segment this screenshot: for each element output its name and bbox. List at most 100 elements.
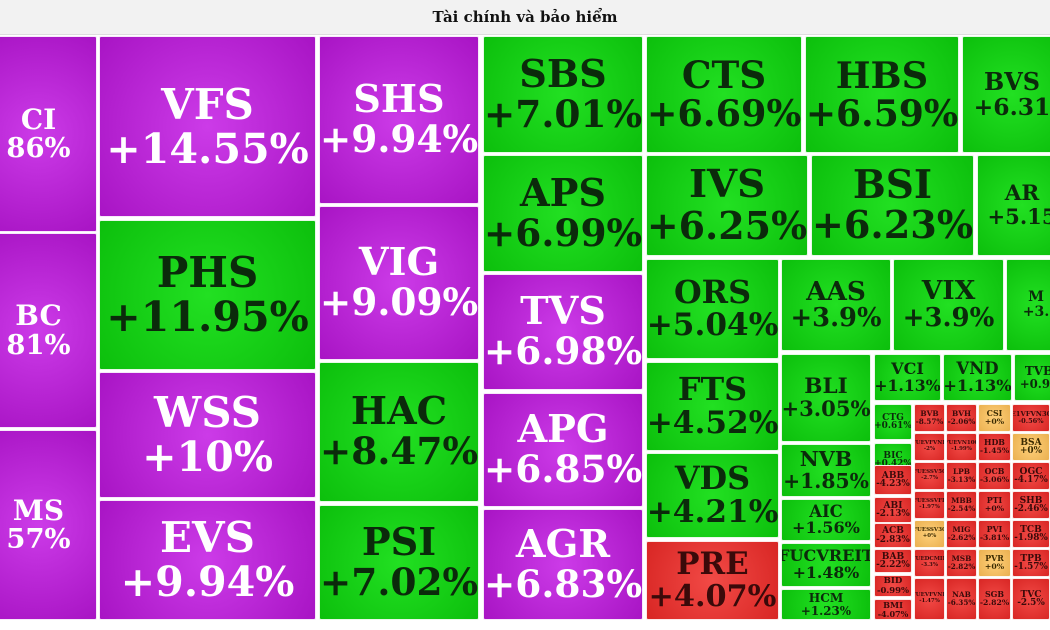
treemap-cell-bvb[interactable]: BVB -8.57% bbox=[914, 404, 945, 432]
treemap-cell-bvh[interactable]: BVH -2.06% bbox=[946, 404, 977, 432]
treemap-cell-abb[interactable]: ABB -4.23% bbox=[874, 465, 912, 495]
treemap-cell-tpb[interactable]: TPB -1.57% bbox=[1012, 549, 1050, 577]
treemap-cell-ocb[interactable]: OCB -3.06% bbox=[978, 462, 1011, 490]
treemap-cell-bvs[interactable]: BVS +6.31 bbox=[962, 36, 1050, 153]
treemap-cell-msb[interactable]: MSB -2.82% bbox=[946, 549, 977, 577]
treemap-cell-bmi[interactable]: BMI -4.07% bbox=[874, 599, 912, 620]
cell-change: -3.06% bbox=[979, 475, 1010, 485]
cell-ticker: BID bbox=[883, 576, 903, 587]
treemap-cell-fuessv50[interactable]: FUESSV50 -2.7% bbox=[914, 462, 945, 490]
cell-ticker: FUEVFVND bbox=[915, 440, 944, 447]
treemap-cell-apg[interactable]: APG +6.85% bbox=[483, 393, 643, 507]
treemap-cell-bsi[interactable]: BSI +6.23% bbox=[811, 155, 974, 256]
treemap-cell-ctg[interactable]: CTG +0.61% bbox=[874, 404, 912, 440]
treemap-cell-aps[interactable]: APS +6.99% bbox=[483, 155, 643, 272]
treemap-cell-nab[interactable]: NAB -6.35% bbox=[946, 578, 977, 620]
treemap-cell-hac[interactable]: HAC +8.47% bbox=[319, 362, 479, 502]
treemap-cell-ci[interactable]: CI 86% bbox=[0, 36, 97, 232]
cell-change: +6.23% bbox=[811, 202, 974, 248]
treemap-cell-phs[interactable]: PHS +11.95% bbox=[99, 220, 316, 370]
treemap-cell-ors[interactable]: ORS +5.04% bbox=[646, 259, 779, 359]
cell-change: -2.06% bbox=[947, 417, 976, 427]
treemap-cell-ivs[interactable]: IVS +6.25% bbox=[646, 155, 808, 256]
treemap-cell-pvr[interactable]: PVR +0% bbox=[978, 549, 1011, 577]
treemap-cell-fuevfvnd[interactable]: FUEVFVND-2% bbox=[914, 433, 945, 461]
treemap-cell-bli[interactable]: BLI +3.05% bbox=[781, 354, 871, 442]
treemap-cell-lpb[interactable]: LPB -3.13% bbox=[946, 462, 977, 490]
treemap-cell-pti[interactable]: PTI +0% bbox=[978, 491, 1011, 519]
treemap-cell-nvb[interactable]: NVB +1.85% bbox=[781, 444, 871, 497]
treemap-cell-csi[interactable]: CSI +0% bbox=[978, 404, 1011, 432]
treemap-cell-mig[interactable]: MIG -2.62% bbox=[946, 520, 977, 548]
treemap-cell-fuevfvnd[interactable]: FUEVFVND-1.47% bbox=[914, 578, 945, 620]
treemap-cell-sbs[interactable]: SBS +7.01% bbox=[483, 36, 643, 153]
treemap-cell-hcm[interactable]: HCM +1.23% bbox=[781, 589, 871, 620]
treemap-cell-wss[interactable]: WSS +10% bbox=[99, 372, 316, 498]
treemap-cell-vfs[interactable]: VFS +14.55% bbox=[99, 36, 316, 217]
treemap-cell-agr[interactable]: AGR +6.83% bbox=[483, 509, 643, 620]
cell-change: -2.7% bbox=[921, 475, 938, 482]
cell-ticker: FUEVFVND bbox=[915, 592, 944, 599]
cell-ticker: FTS bbox=[677, 371, 748, 409]
treemap-cell-vix[interactable]: VIX +3.9% bbox=[893, 259, 1004, 351]
cell-ticker: TVB bbox=[1024, 364, 1050, 379]
treemap-cell-tvb[interactable]: TVB+0.92 bbox=[1014, 354, 1050, 401]
cell-change: -2.46% bbox=[1014, 504, 1048, 515]
cell-ticker: NAB bbox=[952, 590, 971, 600]
cell-ticker: SHS bbox=[353, 77, 445, 123]
treemap-cell-acb[interactable]: ACB -2.83% bbox=[874, 523, 912, 548]
treemap-cell-sgb[interactable]: SGB -2.82% bbox=[978, 578, 1011, 620]
treemap-cell-bc[interactable]: BC 81% bbox=[0, 233, 97, 428]
treemap-cell-abi[interactable]: ABI -2.13% bbox=[874, 497, 912, 523]
cell-ticker: HDB bbox=[984, 437, 1005, 447]
treemap-cell-mbb[interactable]: MBB -2.54% bbox=[946, 491, 977, 519]
treemap-cell-ogc[interactable]: OGC -4.17% bbox=[1012, 462, 1050, 490]
treemap-cell-bid[interactable]: BID -0.99% bbox=[874, 575, 912, 597]
cell-ticker: EVS bbox=[160, 513, 255, 563]
treemap-cell-vds[interactable]: VDS +4.21% bbox=[646, 453, 779, 538]
cell-change: -1.98% bbox=[1014, 533, 1048, 544]
treemap-cell-hbs[interactable]: HBS +6.59% bbox=[805, 36, 959, 153]
treemap-cell-tvc[interactable]: TVC -2.5% bbox=[1012, 578, 1050, 620]
treemap-cell-bsa[interactable]: BSA +0% bbox=[1012, 433, 1050, 461]
treemap-cell-fuedcmid[interactable]: FUEDCMID-3.3% bbox=[914, 549, 945, 577]
cell-ticker: VIX bbox=[921, 275, 976, 307]
treemap-cell-evs[interactable]: EVS +9.94% bbox=[99, 500, 316, 620]
treemap-cell-tcb[interactable]: TCB -1.98% bbox=[1012, 520, 1050, 548]
treemap-cell-m[interactable]: M +3. bbox=[1006, 259, 1050, 351]
cell-ticker: VDS bbox=[674, 460, 751, 498]
treemap-cell-e1vfvn30[interactable]: E1VFVN30 -0.56% bbox=[1012, 404, 1050, 432]
treemap-cell-fucvreit[interactable]: FUCVREIT +1.48% bbox=[781, 543, 871, 587]
treemap-cell-hdb[interactable]: HDB -1.45% bbox=[978, 433, 1011, 461]
cell-change: +6.83% bbox=[483, 561, 643, 606]
treemap-cell-ar[interactable]: AR +5.15 bbox=[977, 155, 1050, 256]
cell-ticker: SGB bbox=[984, 589, 1005, 599]
treemap-cell-fts[interactable]: FTS +4.52% bbox=[646, 362, 779, 451]
cell-ticker: CSI bbox=[986, 408, 1003, 418]
treemap-cell-shs[interactable]: SHS +9.94% bbox=[319, 36, 479, 204]
cell-ticker: BLI bbox=[804, 373, 848, 399]
treemap-cell-vig[interactable]: VIG +9.09% bbox=[319, 206, 479, 360]
cell-change: +0% bbox=[984, 504, 1005, 514]
treemap-cell-tvs[interactable]: TVS +6.98% bbox=[483, 274, 643, 390]
treemap-cell-fuevn100[interactable]: FUEVN100 -1.99% bbox=[946, 433, 977, 461]
treemap-cell-cts[interactable]: CTS +6.69% bbox=[646, 36, 802, 153]
treemap-cell-pre[interactable]: PRE +4.07% bbox=[646, 541, 779, 620]
cell-ticker: FUCVREIT bbox=[781, 546, 871, 566]
treemap-cell-vnd[interactable]: VND +1.13% bbox=[943, 354, 1012, 401]
treemap-cell-shb[interactable]: SHB -2.46% bbox=[1012, 491, 1050, 519]
treemap-cell-ms[interactable]: MS 57% bbox=[0, 430, 97, 620]
cell-ticker: VFS bbox=[161, 79, 254, 129]
treemap-cell-pvi[interactable]: PVI -3.81% bbox=[978, 520, 1011, 548]
treemap-cell-aas[interactable]: AAS +3.9% bbox=[781, 259, 891, 351]
treemap-cell-fuessvfl[interactable]: FUESSVFL -1.97% bbox=[914, 491, 945, 519]
cell-ticker: M bbox=[1028, 289, 1044, 306]
treemap-cell-fuessv30[interactable]: FUESSV30 +0% bbox=[914, 520, 945, 548]
treemap-cell-aic[interactable]: AIC +1.56% bbox=[781, 499, 871, 541]
cell-ticker: VND bbox=[956, 359, 999, 379]
treemap-cell-bab[interactable]: BAB -2.22% bbox=[874, 549, 912, 573]
cell-ticker: FUESSV50 bbox=[914, 469, 945, 476]
treemap-cell-psi[interactable]: PSI +7.02% bbox=[319, 505, 479, 620]
cell-ticker: APG bbox=[517, 407, 609, 453]
treemap-cell-vci[interactable]: VCI +1.13% bbox=[874, 354, 941, 401]
